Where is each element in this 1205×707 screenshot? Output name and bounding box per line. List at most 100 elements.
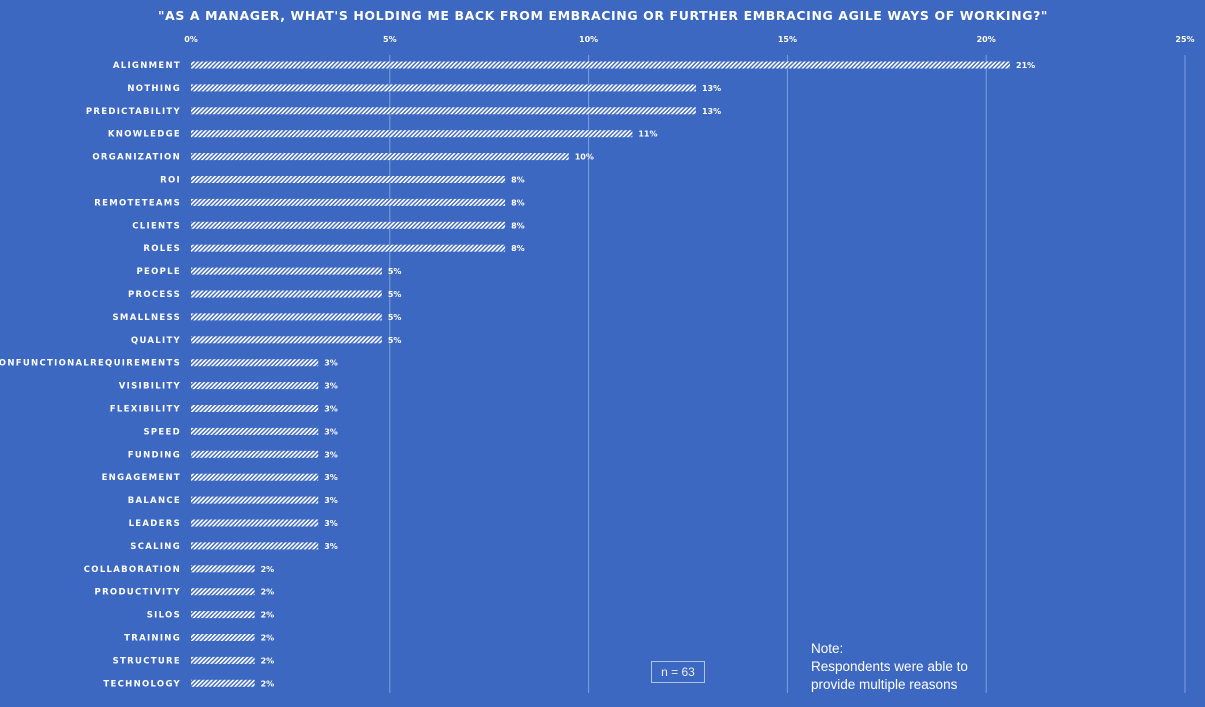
data-label: 2% <box>261 611 275 620</box>
category-label: NOTHING <box>127 84 181 94</box>
bar <box>191 198 506 206</box>
bar <box>191 84 696 92</box>
data-label: 3% <box>324 496 338 505</box>
data-label: 2% <box>261 634 275 643</box>
category-label: FUNDING <box>128 450 181 460</box>
data-label: 2% <box>261 656 275 665</box>
bar <box>191 130 633 138</box>
category-label: QUALITY <box>131 336 181 346</box>
data-label: 3% <box>324 542 338 551</box>
data-label: 3% <box>324 519 338 528</box>
bar <box>191 61 1011 69</box>
data-label: 2% <box>261 588 275 597</box>
category-label: TECHNOLOGY <box>103 679 181 689</box>
data-label: 11% <box>638 130 657 139</box>
data-label: 3% <box>324 450 338 459</box>
category-label: REMOTETEAMS <box>94 198 181 208</box>
category-label: NONFUNCTIONALREQUIREMENTS <box>0 359 181 369</box>
bar <box>191 634 255 641</box>
bar <box>191 359 319 367</box>
category-label: COLLABORATION <box>84 565 181 575</box>
x-tick-label: 10% <box>579 35 598 44</box>
category-label: VISIBILITY <box>119 382 181 392</box>
bar <box>191 496 319 504</box>
data-label: 8% <box>511 198 525 207</box>
category-label: PRODUCTIVITY <box>95 588 181 598</box>
data-label: 3% <box>324 427 338 436</box>
bar <box>191 336 382 344</box>
category-label: TRAINING <box>124 634 181 644</box>
category-label: KNOWLEDGE <box>108 130 181 140</box>
category-label: CLIENTS <box>132 221 181 231</box>
data-label: 2% <box>261 679 275 688</box>
category-label: ALIGNMENT <box>113 61 181 71</box>
category-label: SCALING <box>130 542 181 552</box>
bar <box>191 382 319 390</box>
bar <box>191 290 382 298</box>
note-line-1: Respondents were able to <box>811 659 968 674</box>
data-label: 21% <box>1016 61 1035 70</box>
x-tick-label: 15% <box>778 35 797 44</box>
bar <box>191 427 319 435</box>
data-label: 8% <box>511 221 525 230</box>
bar <box>191 153 569 161</box>
x-tick-label: 0% <box>184 35 198 44</box>
data-label: 13% <box>702 107 721 116</box>
data-label: 3% <box>324 382 338 391</box>
x-tick-label: 20% <box>977 35 996 44</box>
bar <box>191 176 506 183</box>
note: Note: Respondents were able to provide m… <box>811 640 968 694</box>
bar <box>191 473 319 481</box>
category-label: ROI <box>160 176 181 186</box>
note-heading: Note: <box>811 641 844 656</box>
category-label: SILOS <box>147 611 181 621</box>
x-tick-label: 5% <box>383 35 397 44</box>
bars: ALIGNMENT 21% NOTHING 13% PREDICTABILITY 13% K… <box>0 61 1035 689</box>
bar <box>191 107 696 115</box>
category-label: LEADERS <box>129 519 181 529</box>
bar <box>191 267 382 275</box>
data-label: 8% <box>511 176 525 185</box>
bar <box>191 611 255 619</box>
category-label: ORGANIZATION <box>92 153 181 163</box>
category-label: FLEXIBILITY <box>110 405 181 415</box>
sample-size-box: n = 63 <box>651 661 705 683</box>
data-label: 3% <box>324 473 338 482</box>
data-label: 3% <box>324 405 338 414</box>
note-line-2: provide multiple reasons <box>811 677 958 692</box>
category-label: STRUCTURE <box>113 656 181 666</box>
data-label: 5% <box>388 313 402 322</box>
bar <box>191 588 255 596</box>
bar <box>191 221 506 229</box>
data-label: 5% <box>388 290 402 299</box>
bar <box>191 450 319 458</box>
bar <box>191 565 255 573</box>
bar <box>191 244 506 252</box>
bar <box>191 656 255 664</box>
category-label: PROCESS <box>128 290 181 300</box>
x-axis-ticks: 0% 5% 10% 15% 20% 25% <box>184 35 1194 44</box>
data-label: 5% <box>388 336 402 345</box>
category-label: ENGAGEMENT <box>102 473 181 483</box>
bar <box>191 313 382 321</box>
category-label: SMALLNESS <box>113 313 181 323</box>
x-tick-label: 25% <box>1175 35 1194 44</box>
bar <box>191 405 319 412</box>
data-label: 13% <box>702 84 721 93</box>
category-label: BALANCE <box>128 496 181 506</box>
data-label: 10% <box>575 153 594 162</box>
bar <box>191 679 255 687</box>
category-label: SPEED <box>143 427 181 437</box>
category-label: ROLES <box>143 244 181 254</box>
data-label: 2% <box>261 565 275 574</box>
bar <box>191 542 319 550</box>
data-label: 8% <box>511 244 525 253</box>
category-label: PEOPLE <box>136 267 181 277</box>
category-label: PREDICTABILITY <box>86 107 181 117</box>
data-label: 3% <box>324 359 338 368</box>
bar <box>191 519 319 527</box>
chart-title: "AS A MANAGER, WHAT'S HOLDING ME BACK FR… <box>158 8 1048 23</box>
grid-lines <box>389 55 1186 693</box>
data-label: 5% <box>388 267 402 276</box>
